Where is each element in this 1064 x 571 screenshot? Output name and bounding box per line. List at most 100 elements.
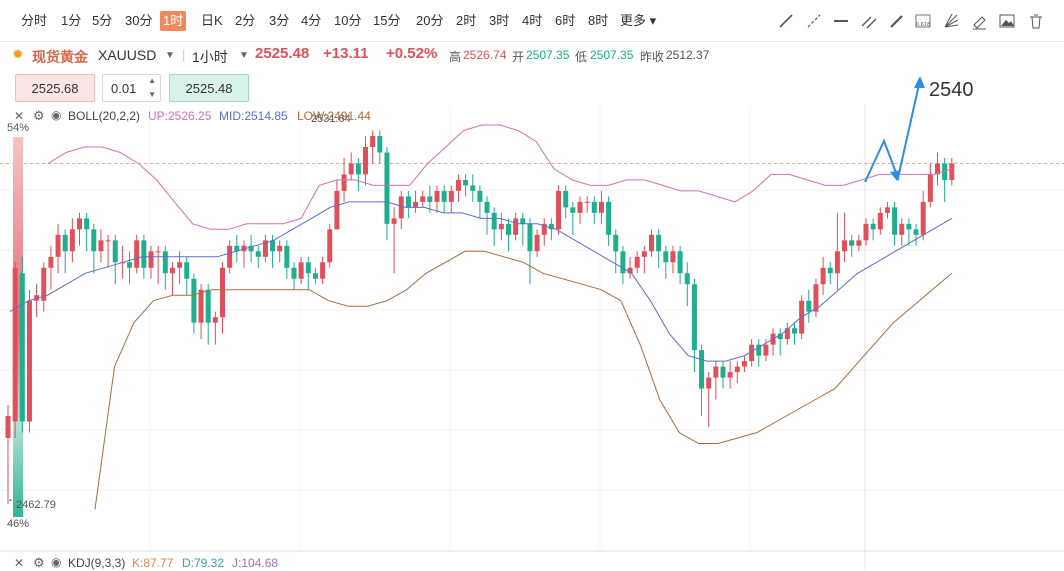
candle-body [327,229,333,263]
chevron-up-icon[interactable]: ▲ [148,76,156,85]
symbol-code[interactable]: XAUUSD [98,47,157,63]
gauge-top-pct: 54% [7,122,29,134]
fibonacci-icon[interactable]: 0.618 [914,12,932,30]
candle-body [506,223,511,235]
period-select[interactable]: 1小时 [192,49,228,65]
image-icon[interactable] [998,12,1016,30]
candle-body [634,256,640,268]
boll-mid-label: MID:2514.85 [219,109,288,123]
candle-body [613,234,619,252]
timeframe-15[interactable]: 6时 [555,13,576,28]
settings-icon[interactable]: ⚙ [33,555,45,570]
timeframe-11[interactable]: 20分 [416,13,444,28]
eye-icon[interactable]: ◉ [51,108,62,122]
candle-body [656,234,662,252]
parallel-channel-icon[interactable] [860,12,878,30]
candle-body [105,240,111,242]
quantity-value: 0.01 [111,81,137,96]
candle-body [763,344,769,356]
horizontal-line-icon[interactable] [832,12,850,30]
timeframe-17[interactable]: 更多 ▾ [620,13,657,28]
eye-icon[interactable]: ◉ [51,555,62,569]
candle-body [520,218,526,224]
candle-body [234,245,240,252]
candle-body [334,190,340,230]
candle-body [127,262,133,268]
timeframe-0[interactable]: 分时 [21,13,48,28]
candle-body [420,196,426,202]
candle-body [448,190,454,202]
timeframe-1[interactable]: 1分 [61,13,82,28]
low-value: 2507.35 [590,48,634,62]
timeframe-10[interactable]: 15分 [373,13,401,28]
timeframe-13[interactable]: 3时 [489,13,510,28]
symbol-name[interactable]: 现货黄金 [32,49,88,65]
timeframe-16[interactable]: 8时 [588,13,609,28]
candle-body [548,223,554,230]
prev-close-label: 昨收 [640,50,665,64]
quantity-stepper[interactable]: 0.01 ▲ ▼ [102,74,161,102]
trend-line-icon[interactable] [777,12,795,30]
candle-body [734,366,740,373]
boll-legend: ✕ ⚙ ◉ BOLL(20,2,2) UP:2526.25 MID:2514.8… [0,108,400,125]
high-label: 高 [449,50,462,64]
price-change: +13.11 [323,45,369,62]
candle-body [920,201,926,235]
timeframe-6[interactable]: 2分 [235,13,256,28]
candle-body [884,207,890,213]
candle-body [84,218,90,230]
timeframe-2[interactable]: 5分 [92,13,113,28]
candle-body [827,267,833,274]
timeframe-7[interactable]: 3分 [269,13,290,28]
timeframe-8[interactable]: 4分 [301,13,322,28]
candle-body [706,377,712,389]
timeframe-14[interactable]: 4时 [522,13,543,28]
candle-body [69,229,75,252]
close-icon[interactable]: ✕ [14,109,25,123]
ray-line-icon[interactable] [805,12,823,30]
candle-body [949,163,955,180]
chevron-down-icon[interactable]: ▼ [148,90,156,99]
candle-body [305,262,311,274]
candle-body [398,196,404,219]
settings-icon[interactable]: ⚙ [33,108,45,123]
sell-button[interactable]: 2525.68 [15,74,95,102]
candle-body [741,361,747,367]
candle-body [320,262,326,279]
candle-body [913,229,919,235]
timeframe-5[interactable]: 日K [201,13,223,28]
timeframe-3[interactable]: 30分 [125,13,153,28]
candle-body [41,267,47,301]
boll-lower-line [94,250,953,510]
chevron-down-icon[interactable]: ▼ [165,50,175,61]
candle-body [5,416,11,438]
target-price-label: 2540 [929,79,974,101]
buy-button[interactable]: 2525.48 [169,74,249,102]
candle-body [699,350,705,389]
candle-body [262,240,268,257]
timeframe-4[interactable]: 1时 [160,11,187,31]
candle-body [620,251,626,274]
forecast-arrow [864,79,921,183]
brush-icon[interactable] [887,12,905,30]
candle-body [484,201,490,213]
timeframe-toolbar: 分时 1分 5分 30分 1时 日K 2分 3分 4分 10分 15分 20分 2时 3时 4时 6时 8时 更多… [0,0,1064,42]
chevron-down-icon[interactable]: ▼ [239,50,249,61]
candle-body [870,223,876,230]
candle-body [477,190,483,202]
candle-body [691,284,697,351]
candle-body [834,251,840,274]
delete-icon[interactable] [1027,12,1045,30]
candle-body [112,240,118,263]
kdj-legend: ✕ ⚙ ◉ KDJ(9,3,3) K:87.77 D:79.32 J:104.6… [0,555,400,570]
fan-icon[interactable] [942,12,960,30]
candle-body [877,212,883,230]
timeframe-12[interactable]: 2时 [456,13,477,28]
close-icon[interactable]: ✕ [14,556,25,570]
candle-body [413,201,419,208]
candle-body [184,262,190,279]
candle-body [48,256,54,268]
eraser-icon[interactable] [970,12,988,30]
timeframe-9[interactable]: 10分 [334,13,362,28]
